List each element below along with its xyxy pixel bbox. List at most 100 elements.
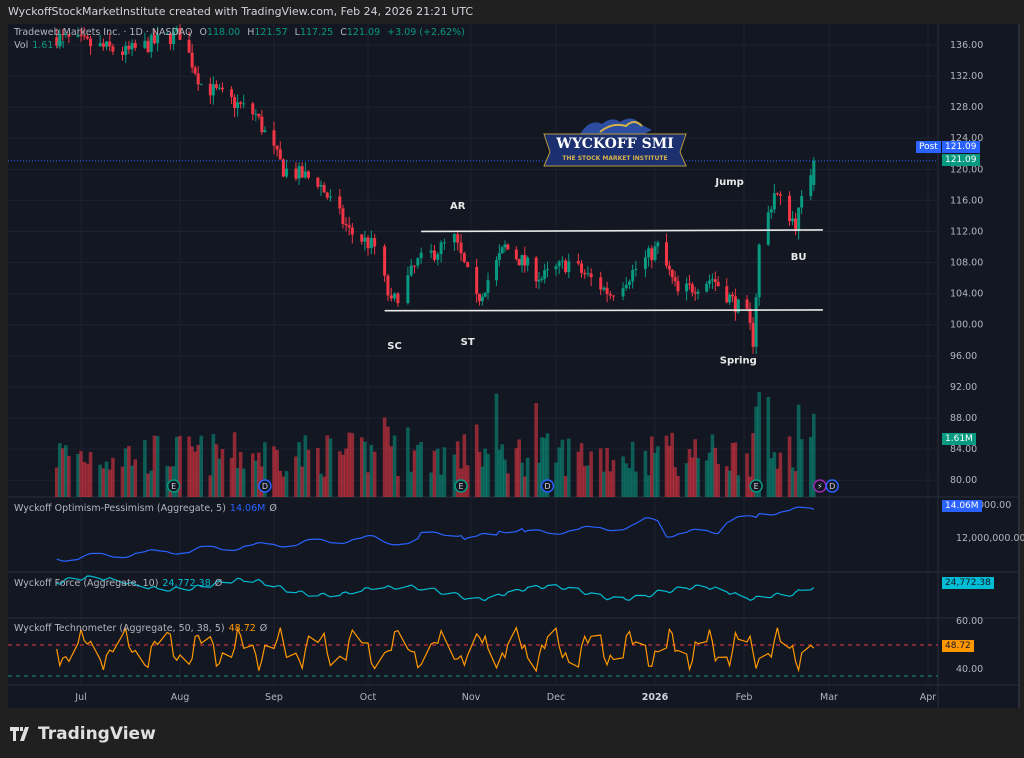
volume-bar [338,451,342,497]
support-line [384,309,823,312]
annotation-sc: SC [387,341,402,352]
candle-body [809,175,813,197]
volume-bar [693,439,697,497]
candle-body [537,279,541,282]
price-tick: 80.00 [950,475,977,486]
volume-bar [452,454,457,497]
volume-bar [757,392,761,497]
volume-bar [486,454,490,497]
candle-body [220,87,224,90]
event-dividend-icon: D [825,479,839,493]
op-legend[interactable]: Wyckoff Optimism-Pessimism (Aggregate, 5… [14,503,277,514]
candle-body [152,35,156,44]
candle-body [156,34,160,44]
price-tick: 96.00 [950,351,977,362]
change-value: +3.09 (+2.62%) [387,27,465,38]
candle-body [627,281,631,285]
volume-legend: Vol 1.61 M [14,40,65,51]
volume-bar [344,448,348,497]
volume-bar [621,456,625,497]
volume-bar [754,406,758,497]
volume-bar [696,457,700,497]
candle-body [413,265,417,267]
volume-bar [406,427,410,497]
volume-bar [500,444,504,497]
candle-body [664,242,668,266]
volume-bar [710,434,715,497]
candle-body [257,113,261,117]
candle-body [58,34,62,46]
candle-body [788,195,792,222]
op-axis-label: 12,000,000.00 [956,533,1024,544]
candle-body [543,270,547,279]
force-legend[interactable]: Wyckoff Force (Aggregate, 10) 24,772.38 Ø [14,578,223,589]
event-label: ⚡ [817,482,823,491]
volume-bar [165,465,170,497]
volume-bar [235,468,240,497]
candle-body [696,291,700,294]
volume-bar [769,458,774,497]
volume-bar [455,441,460,497]
volume-bar [297,442,301,497]
volume-bar [104,461,109,497]
candle-body [778,194,782,196]
volume-bar [220,449,225,497]
candle-body [319,185,323,187]
candle-body [416,258,420,266]
candles [55,23,816,355]
volume-bar [363,441,367,497]
volume-value: 1.61 M [32,40,65,51]
volume-bar [435,448,440,497]
candle-body [208,83,212,96]
chart-canvas[interactable]: 136.00 132.00 128.00 124.00 120.00 116.00 112.… [8,23,1018,708]
event-label: D [544,482,550,491]
candle-body [347,225,351,228]
volume-bar [684,463,689,497]
volume-bar [211,434,216,497]
candle-body [217,87,221,89]
candle-body [230,89,234,98]
candle-body [187,39,191,53]
candle-body [325,192,329,198]
candle-body [685,283,689,292]
volume-bar [736,475,741,497]
volume-bar [608,471,613,497]
price-tick: 92.00 [950,382,977,393]
volume-bar [275,449,279,497]
candle-body [812,160,816,185]
candle-body [199,83,203,85]
volume-bar [187,436,191,497]
volume-bar [155,436,160,497]
candle-body [64,33,68,35]
volume-bar [579,443,584,497]
candle-body [725,286,729,303]
volume-bar [704,460,709,497]
volume-bar [416,444,420,497]
volume-bar [88,451,93,497]
symbol-name[interactable]: Tradeweb Markets Inc. · 1D · NASDAQ [14,27,193,38]
candle-body [175,27,179,32]
annotation-st: ST [461,337,475,348]
candle-body [130,42,134,50]
post-price-badge: 121.09 [942,141,980,153]
volume-bar [733,442,738,497]
candle-body [653,246,657,261]
volume-bar [506,473,510,497]
volume-bar [328,438,333,497]
volume-bar [130,465,134,497]
volume-bar [178,435,182,497]
volume-bar [111,457,115,497]
candle-body [621,288,625,297]
volume-bar [643,450,648,497]
event-circle [825,479,839,493]
candle-body [193,67,197,74]
candle-body [769,209,773,213]
volume-bar [254,460,258,497]
logo-subtitle: THE STOCK MARKET INSTITUTE [562,155,668,162]
candle-body [360,234,364,242]
technometer-legend[interactable]: Wyckoff Technometer (Aggregate, 50, 38, … [14,623,268,634]
chart-area[interactable]: 136.00 132.00 128.00 124.00 120.00 116.00 112.… [8,23,1024,708]
candle-body [338,196,342,209]
event-label: E [171,482,176,491]
tradingview-logo[interactable]: TradingView [10,724,156,744]
